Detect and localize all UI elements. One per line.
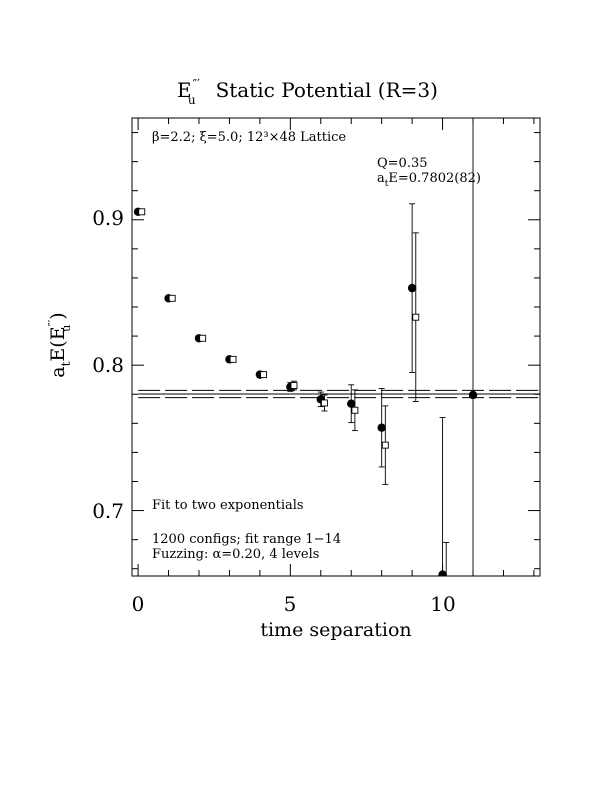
title-symbol-sup: ″′ (193, 77, 200, 91)
open-square-marker (351, 406, 359, 414)
x-axis-label: time separation (260, 619, 411, 641)
open-square-marker (199, 334, 207, 342)
open-square-marker (229, 355, 237, 363)
open-square-marker (138, 208, 146, 216)
y-tick-label-0.8: 0.8 (92, 353, 124, 377)
annotation-fuzzing: Fuzzing: α=0.20, 4 levels (152, 547, 319, 562)
x-tick-label-5: 5 (284, 592, 297, 616)
y-axis-label-prefix-sub: t (59, 361, 73, 366)
y-axis-label-suffix: ) (47, 312, 69, 319)
open-square-marker (320, 399, 328, 407)
circle-point-10 (438, 417, 447, 576)
circle-point-7 (347, 384, 356, 424)
open-square-marker (168, 294, 176, 302)
annotation-fit-type: Fit to two exponentials (152, 498, 304, 513)
filled-circle-marker (347, 399, 356, 408)
fit-band (138, 389, 540, 399)
data-points (133, 118, 478, 576)
circle-point-11 (468, 118, 478, 576)
square-point-9 (412, 232, 420, 402)
filled-circle-marker (377, 423, 386, 432)
circle-point-8 (377, 387, 386, 468)
square-point-4 (260, 371, 267, 379)
square-point-1 (168, 294, 176, 302)
title-rest: Static Potential (R=3) (216, 78, 438, 102)
y-axis-label-prefix: a (47, 366, 69, 377)
filled-circle-marker (407, 283, 417, 293)
filled-circle-marker (438, 570, 447, 576)
plot-frame (131, 117, 541, 577)
x-tick-label-10: 10 (430, 592, 455, 616)
square-point-8 (381, 405, 389, 485)
annotation-q: Q=0.35 (377, 156, 428, 171)
y-axis-label: atE(E″′u) (46, 312, 73, 377)
square-point-3 (229, 355, 237, 363)
open-square-marker (290, 382, 298, 389)
x-tick-label-0: 0 (132, 592, 145, 616)
annotation-configs: 1200 configs; fit range 1−14 (152, 532, 341, 547)
y-tick-label-0.9: 0.9 (92, 206, 124, 230)
y-axis-label-middle: E(E (47, 326, 69, 361)
open-square-marker (412, 313, 420, 321)
annotation-energy-sub: t (385, 179, 389, 189)
square-point-0 (138, 208, 146, 216)
square-point-5 (290, 380, 298, 391)
square-point-2 (199, 334, 207, 342)
square-point-7 (351, 389, 359, 432)
y-axis-label-inner-sup: ″′ (46, 319, 59, 326)
square-point-10 (443, 542, 450, 576)
y-axis-label-inner-sub: u (60, 325, 73, 332)
open-square-marker (381, 441, 389, 449)
annotation-energy-rest: E=0.7802(82) (388, 171, 481, 186)
open-square-marker (260, 371, 267, 379)
square-point-6 (320, 394, 328, 412)
annotation-energy: atE=0.7802(82) (377, 171, 481, 189)
chart-title: E″′ u Static Potential (R=3) (177, 77, 438, 107)
circle-point-9 (407, 203, 417, 373)
filled-circle-marker (468, 390, 478, 400)
title-symbol: E (177, 78, 192, 102)
annotation-lattice: β=2.2; ξ=5.0; 12³×48 Lattice (152, 130, 346, 145)
annotation-energy-prefix: a (377, 171, 385, 186)
title-symbol-sub: u (188, 93, 196, 107)
axis-ticks (132, 118, 540, 576)
y-tick-label-0.7: 0.7 (92, 499, 124, 523)
